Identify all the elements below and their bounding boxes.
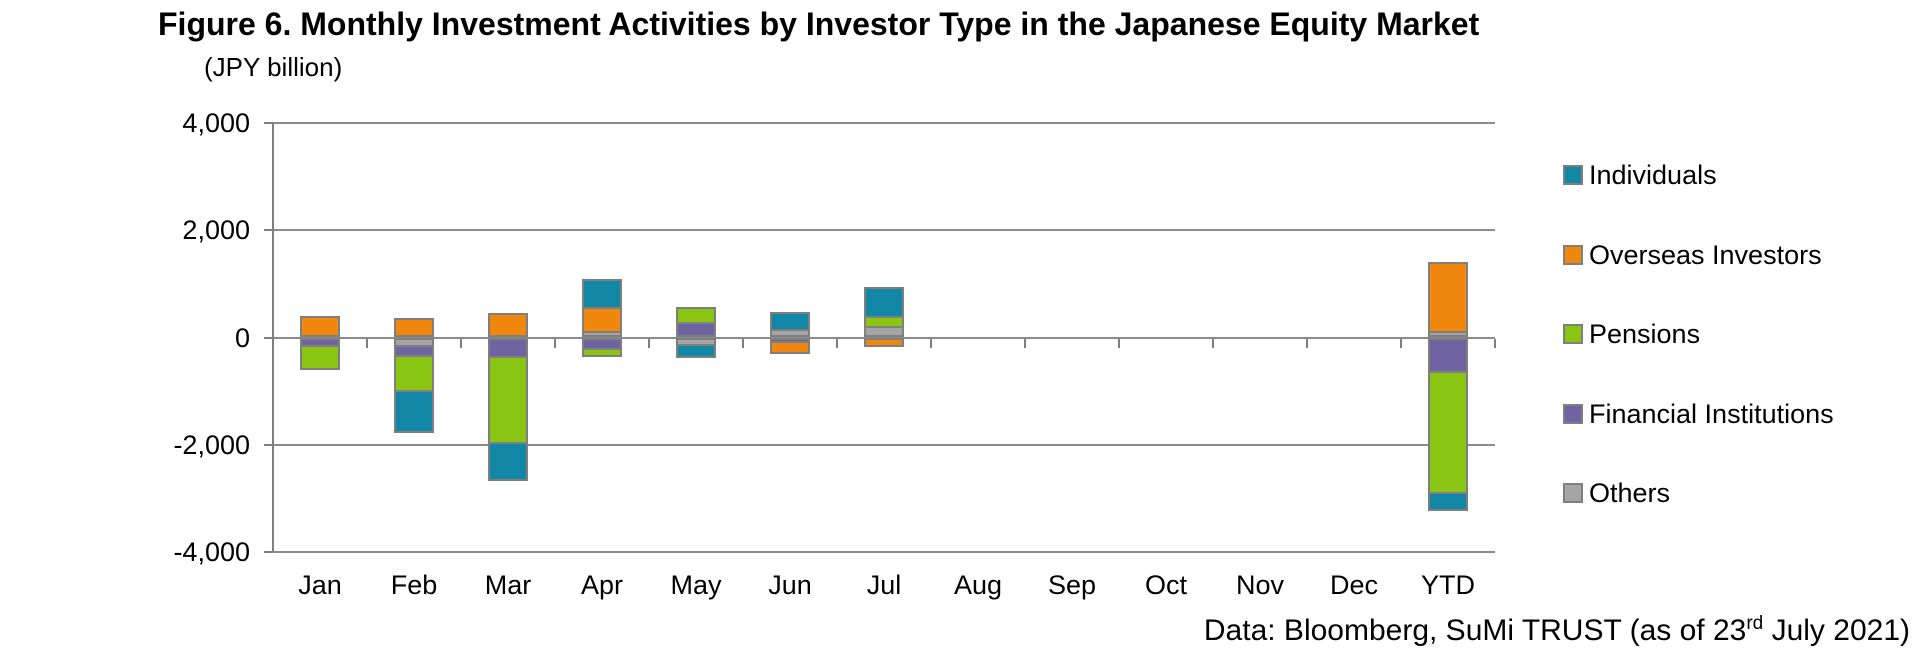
y-axis-label: 0 [234, 322, 250, 353]
bar-segment-pensions-mar [488, 356, 528, 444]
category-axis-tick [1494, 338, 1496, 348]
legend-swatch-pensions [1563, 324, 1583, 344]
x-axis-label: Mar [484, 570, 532, 600]
figure-title: Figure 6. Monthly Investment Activities … [158, 6, 1480, 42]
x-axis-label: Sep [1047, 570, 1097, 600]
category-axis-tick [460, 338, 462, 348]
data-source-note: Data: Bloomberg, SuMi TRUST (as of 23rd … [1204, 614, 1910, 648]
legend-swatch-overseas-investors [1563, 244, 1583, 265]
y-axis-tick [264, 229, 273, 232]
x-axis-label: Nov [1235, 570, 1284, 600]
bar-segment-individuals-feb [394, 389, 434, 434]
y-axis-label: -2,000 [173, 429, 250, 460]
legend-label: Financial Institutions [1589, 398, 1834, 429]
bar-segment-overseas-investors-ytd [1428, 262, 1468, 333]
y-axis-label: 2,000 [182, 215, 250, 246]
legend-item-others: Others [1563, 478, 1670, 508]
category-axis-tick [554, 338, 556, 348]
y-axis-line [272, 123, 274, 552]
y-axis-tick [264, 443, 273, 446]
category-axis-tick [1212, 338, 1214, 348]
x-axis-label: Dec [1329, 570, 1378, 600]
bar-segment-financial-institutions-may [676, 322, 716, 338]
category-axis-tick [836, 338, 838, 348]
bar-segment-individuals-apr [582, 278, 622, 309]
bar-segment-pensions-may [676, 307, 716, 325]
category-axis-tick [1400, 338, 1402, 348]
bar-segment-financial-institutions-mar [488, 337, 528, 359]
bar-segment-individuals-jun [770, 312, 810, 331]
x-axis-label: Jul [866, 570, 902, 600]
bar-segment-individuals-mar [488, 441, 528, 482]
bar-segment-pensions-jan [300, 344, 340, 371]
category-axis-tick [1118, 338, 1120, 348]
x-axis-label: Feb [390, 570, 438, 600]
bar-segment-pensions-ytd [1428, 371, 1468, 495]
x-axis-label: Jun [768, 570, 812, 600]
category-axis-tick [742, 338, 744, 348]
category-axis-tick [1024, 338, 1026, 348]
axis-unit-label: (JPY billion) [204, 52, 343, 82]
bar-segment-overseas-investors-jan [300, 316, 340, 338]
bar-segment-individuals-ytd [1428, 492, 1468, 511]
bar-segment-overseas-investors-jul [864, 337, 904, 347]
bar-segment-overseas-investors-mar [488, 312, 528, 338]
x-axis-label: Apr [580, 570, 624, 600]
category-axis-tick [648, 338, 650, 348]
legend-swatch-individuals [1563, 165, 1583, 185]
y-axis-tick [264, 551, 273, 553]
legend-swatch-others [1563, 483, 1583, 503]
bar-segment-overseas-investors-feb [394, 317, 434, 338]
bar-segment-overseas-investors-apr [582, 306, 622, 333]
legend-item-overseas-investors: Overseas Investors [1563, 240, 1822, 270]
gridline [273, 443, 1495, 446]
x-axis-label: May [670, 570, 722, 600]
legend-label: Pensions [1589, 319, 1701, 349]
legend-item-individuals: Individuals [1563, 160, 1717, 190]
legend-label: Overseas Investors [1589, 239, 1822, 270]
bar-segment-overseas-investors-jun [770, 341, 810, 354]
bar-segment-individuals-jul [864, 287, 904, 319]
bar-segment-financial-institutions-ytd [1428, 337, 1468, 374]
x-axis-label: Jan [298, 570, 342, 600]
bar-segment-pensions-feb [394, 355, 434, 392]
category-axis-tick [930, 338, 932, 348]
y-axis-tick [264, 336, 273, 339]
data-source-ordinal-suffix: rd [1746, 613, 1764, 634]
bar-segment-pensions-apr [582, 347, 622, 358]
y-axis-label: 4,000 [182, 108, 250, 138]
legend-swatch-financial-institutions [1563, 403, 1583, 424]
legend-item-financial-institutions: Financial Institutions [1563, 399, 1834, 429]
x-axis-label: Oct [1144, 570, 1187, 600]
legend-label: Others [1589, 478, 1671, 508]
gridline [273, 229, 1495, 232]
y-axis-label: -4,000 [173, 537, 250, 567]
legend-item-pensions: Pensions [1563, 319, 1700, 349]
category-axis-tick [1306, 338, 1308, 348]
x-axis-label: YTD [1421, 570, 1475, 600]
gridline [273, 551, 1495, 553]
gridline [273, 122, 1495, 124]
x-axis-label: Aug [953, 570, 1003, 600]
data-source-text: Data: Bloomberg, SuMi TRUST (as of 23 [1203, 614, 1747, 647]
category-axis-tick [366, 338, 368, 348]
legend-label: Individuals [1589, 160, 1717, 190]
data-source-text-end: July 2021) [1763, 614, 1910, 647]
y-axis-tick [264, 122, 273, 124]
bar-segment-individuals-may [676, 343, 716, 359]
